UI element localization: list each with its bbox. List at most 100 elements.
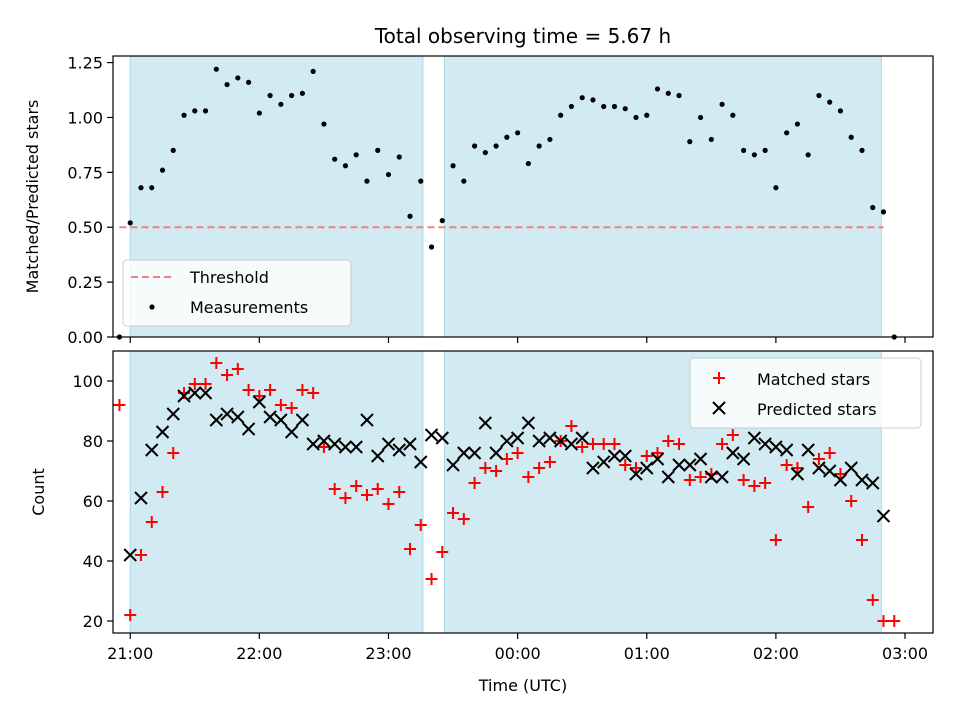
predicted-star-point [188,386,202,400]
measurement-point [149,185,155,191]
measurement-point [568,103,575,110]
measurement-point [267,92,273,99]
predicted-star-d2 [769,440,783,454]
predicted-star-d2 [510,431,525,445]
count-x-ticks: 21:00 22:00 23:00 00:00 01:00 02:00 03:00 [107,633,928,663]
measurement-point [848,134,854,140]
matched-star-point [360,489,373,501]
predicted-star-d2 [145,443,159,457]
predicted-star-point [650,452,665,466]
predicted-star-point [489,446,503,460]
ratio-y-tick-label: 0.25 [67,273,103,292]
predicted-star-d2 [736,452,751,466]
measurement-point [245,79,252,85]
predicted-star-point [521,416,536,430]
predicted-star-point [177,389,191,403]
measurement-point [385,171,392,178]
predicted-star-d2 [478,416,493,430]
ratio-y-tick-label: 1.00 [67,108,103,127]
predicted-star-point [317,434,331,448]
measurement-point [730,112,736,118]
ratio-y-tick-label: 1.25 [67,54,103,73]
observing-window-1 [129,350,424,634]
predicted-star-d2 [327,437,342,451]
measurement-point [299,90,305,96]
matched-star-point [231,363,244,375]
predicted-star-point [231,410,245,424]
count-y-tick-label: 100 [72,372,103,391]
matched-star-point [726,429,739,441]
measurement-point [439,218,445,224]
measurement-point [353,152,359,158]
count-y-tick-label: 40 [83,552,103,571]
measurement-point [181,112,187,118]
matched-star-point [145,516,158,528]
measurement-point [515,130,521,136]
matched-star-point [113,399,126,411]
matched-star-point [221,369,234,381]
predicted-star-d2 [801,443,815,457]
predicted-star-point [532,434,546,448]
measurement-point [138,185,144,191]
matched-legend-label: Matched stars [757,370,870,389]
measurement-point [665,90,671,96]
predicted-star-point [371,449,385,463]
matched-star-point [264,384,277,396]
predicted-star-point [435,431,449,445]
measurement-point [407,213,413,219]
x-tick-label: 03:00 [882,644,928,663]
measurement-point [375,147,381,153]
measurement-point [805,152,811,158]
observing-windows [129,55,882,338]
predicted-star-point [661,470,675,484]
measurement-point [504,134,510,140]
x-tick-label: 01:00 [624,644,670,663]
measurement-point [590,97,596,103]
predicted-star-d2 [198,386,213,400]
matched-star-point [134,549,147,561]
matched-star-point [759,477,772,489]
count-y-tick-label: 60 [83,492,103,511]
measurement-point [837,108,844,114]
measurement-point [202,108,209,114]
measurement-point [342,163,349,169]
predicted-star-d2 [618,449,632,463]
predicted-star-point [543,431,557,445]
predicted-star-d2 [726,446,740,460]
matched-legend-swatch [713,372,725,384]
predicted-star-point [381,437,396,451]
measurement-point [622,106,628,112]
measurement-point [676,92,682,99]
predicted-star-point [198,386,213,400]
predicted-star-d2 [543,431,557,445]
predicted-star-point [769,440,783,454]
matched-star-point [608,438,621,450]
measurement-point [644,112,650,118]
predicted-star-d2 [381,437,396,451]
measurement-point [870,204,876,211]
matched-star-point [285,402,298,414]
matched-star-point [167,447,180,459]
measurement-point [332,156,338,162]
matched-star-point [737,474,750,486]
predicted-star-point [295,413,310,427]
matched-star-point [242,384,255,396]
measurement-point [654,86,661,92]
predicted-star-d2 [650,452,665,466]
ratio-y-axis-label: Matched/Predicted stars [23,100,42,294]
predicted-star-point [607,449,622,463]
measurement-point [558,112,564,118]
predicted-star-d2 [241,422,256,436]
predicted-star-point [263,410,277,424]
matched-star-point [457,513,470,525]
measurement-point [396,154,402,160]
predicted-star-point [876,509,891,523]
matched-star-point [339,492,352,504]
measurement-point [827,99,833,105]
predicted-star-d2 [790,467,805,481]
ratio-y-ticks: 0.00 0.25 0.50 0.75 1.00 1.25 [67,54,113,347]
predicted-star-point [866,476,880,490]
predicted-star-d2 [575,431,589,445]
predicted-star-d2 [284,425,299,439]
